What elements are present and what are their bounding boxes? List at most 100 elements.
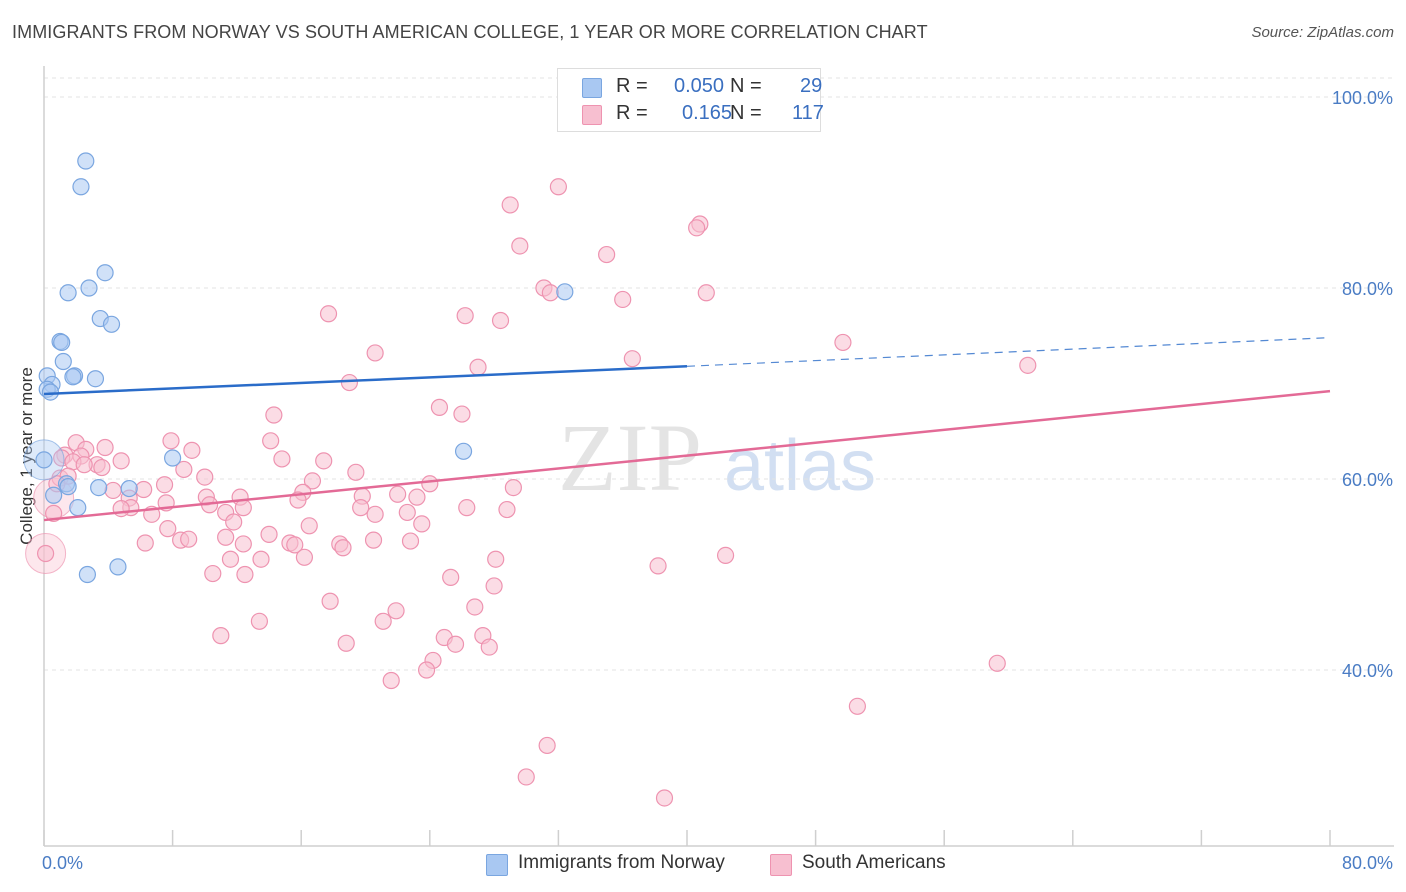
data-point bbox=[262, 432, 280, 450]
data-point bbox=[556, 283, 574, 301]
data-point bbox=[374, 612, 392, 630]
bottom-legend-swatch-south-americans bbox=[770, 854, 792, 876]
data-point bbox=[697, 284, 715, 302]
data-point bbox=[236, 565, 254, 584]
data-point bbox=[252, 550, 270, 568]
data-point bbox=[337, 634, 355, 652]
data-point bbox=[454, 442, 473, 460]
data-point bbox=[212, 627, 230, 645]
data-point bbox=[549, 178, 568, 196]
trend-line bbox=[43, 389, 1331, 522]
legend-r-label: R = bbox=[616, 75, 648, 97]
data-point bbox=[334, 539, 352, 557]
tick-labels: 100.0% 80.0% 60.0% 40.0% 0.0% 80.0% bbox=[42, 88, 1393, 873]
data-point bbox=[501, 196, 519, 214]
y-tick-label: 100.0% bbox=[1332, 88, 1393, 108]
data-point bbox=[401, 532, 420, 550]
data-point bbox=[234, 499, 252, 517]
data-point bbox=[155, 476, 174, 494]
data-point bbox=[848, 697, 866, 715]
data-point bbox=[446, 635, 465, 653]
data-point bbox=[340, 373, 359, 392]
data-point bbox=[469, 358, 487, 376]
data-point bbox=[273, 450, 291, 468]
legend-n-label: N = bbox=[730, 102, 762, 124]
data-point bbox=[183, 441, 201, 459]
data-point bbox=[408, 488, 426, 506]
data-point bbox=[366, 505, 384, 523]
data-point bbox=[196, 468, 214, 486]
watermark: ZIP atlas bbox=[558, 404, 876, 511]
data-point bbox=[37, 544, 55, 563]
data-point bbox=[466, 598, 484, 616]
data-point bbox=[389, 485, 407, 503]
data-point bbox=[159, 520, 177, 538]
legend-n-label: N = bbox=[730, 75, 762, 97]
data-point bbox=[59, 478, 77, 496]
axes bbox=[43, 66, 1394, 847]
data-point bbox=[430, 398, 449, 416]
data-point bbox=[598, 245, 616, 264]
data-point bbox=[75, 456, 93, 474]
data-point bbox=[655, 789, 674, 807]
data-point bbox=[352, 499, 370, 517]
stats-legend: R = 0.050 N = 29 R = 0.165 N = 117 bbox=[557, 68, 824, 132]
legend-r-value: 0.050 bbox=[674, 75, 725, 97]
legend-r-value: 0.165 bbox=[682, 102, 733, 124]
data-point bbox=[649, 557, 667, 575]
data-point bbox=[300, 517, 318, 535]
data-point bbox=[480, 638, 498, 656]
data-points bbox=[23, 152, 1037, 807]
data-point bbox=[45, 504, 63, 522]
data-point bbox=[295, 548, 314, 566]
data-point bbox=[221, 550, 240, 568]
legend-n-value: 117 bbox=[792, 102, 824, 124]
data-point bbox=[175, 460, 193, 479]
y-tick-label: 60.0% bbox=[1342, 470, 1393, 490]
data-point bbox=[988, 654, 1006, 672]
data-point bbox=[93, 458, 111, 477]
data-point bbox=[112, 500, 130, 518]
data-point bbox=[303, 472, 322, 490]
data-point bbox=[78, 565, 97, 584]
x-tick-label: 80.0% bbox=[1342, 853, 1393, 873]
data-point bbox=[112, 452, 130, 470]
data-point bbox=[72, 178, 90, 196]
data-point bbox=[498, 500, 516, 519]
legend-swatch-norway bbox=[582, 78, 602, 98]
data-point bbox=[41, 383, 60, 401]
bottom-legend-swatch-norway bbox=[486, 854, 508, 876]
data-point bbox=[517, 768, 535, 786]
data-point bbox=[225, 513, 243, 531]
data-point bbox=[120, 479, 138, 498]
data-point bbox=[347, 463, 365, 481]
data-point bbox=[688, 219, 706, 237]
data-point bbox=[77, 152, 95, 170]
data-point bbox=[366, 344, 384, 362]
trend-lines bbox=[43, 337, 1331, 522]
data-point bbox=[265, 406, 283, 424]
chart-source: Source: ZipAtlas.com bbox=[1251, 24, 1394, 41]
chart-title: IMMIGRANTS FROM NORWAY VS SOUTH AMERICAN… bbox=[12, 22, 928, 42]
data-point bbox=[382, 671, 400, 690]
data-point bbox=[96, 438, 114, 457]
data-point bbox=[834, 333, 852, 352]
data-point bbox=[453, 405, 471, 423]
data-point bbox=[321, 592, 339, 610]
data-point bbox=[217, 528, 235, 546]
data-point bbox=[421, 475, 439, 493]
data-point bbox=[45, 486, 63, 504]
data-point bbox=[136, 534, 154, 552]
data-point bbox=[164, 449, 182, 467]
legend-r-label: R = bbox=[616, 102, 648, 124]
bottom-legend-label-norway: Immigrants from Norway bbox=[518, 852, 725, 873]
data-point bbox=[541, 284, 559, 302]
data-point bbox=[204, 564, 222, 583]
data-point bbox=[623, 350, 641, 368]
data-point bbox=[398, 503, 416, 522]
data-point bbox=[538, 736, 556, 755]
data-point bbox=[96, 264, 114, 282]
data-point bbox=[234, 535, 252, 553]
data-point bbox=[456, 307, 474, 325]
data-point bbox=[90, 478, 108, 497]
